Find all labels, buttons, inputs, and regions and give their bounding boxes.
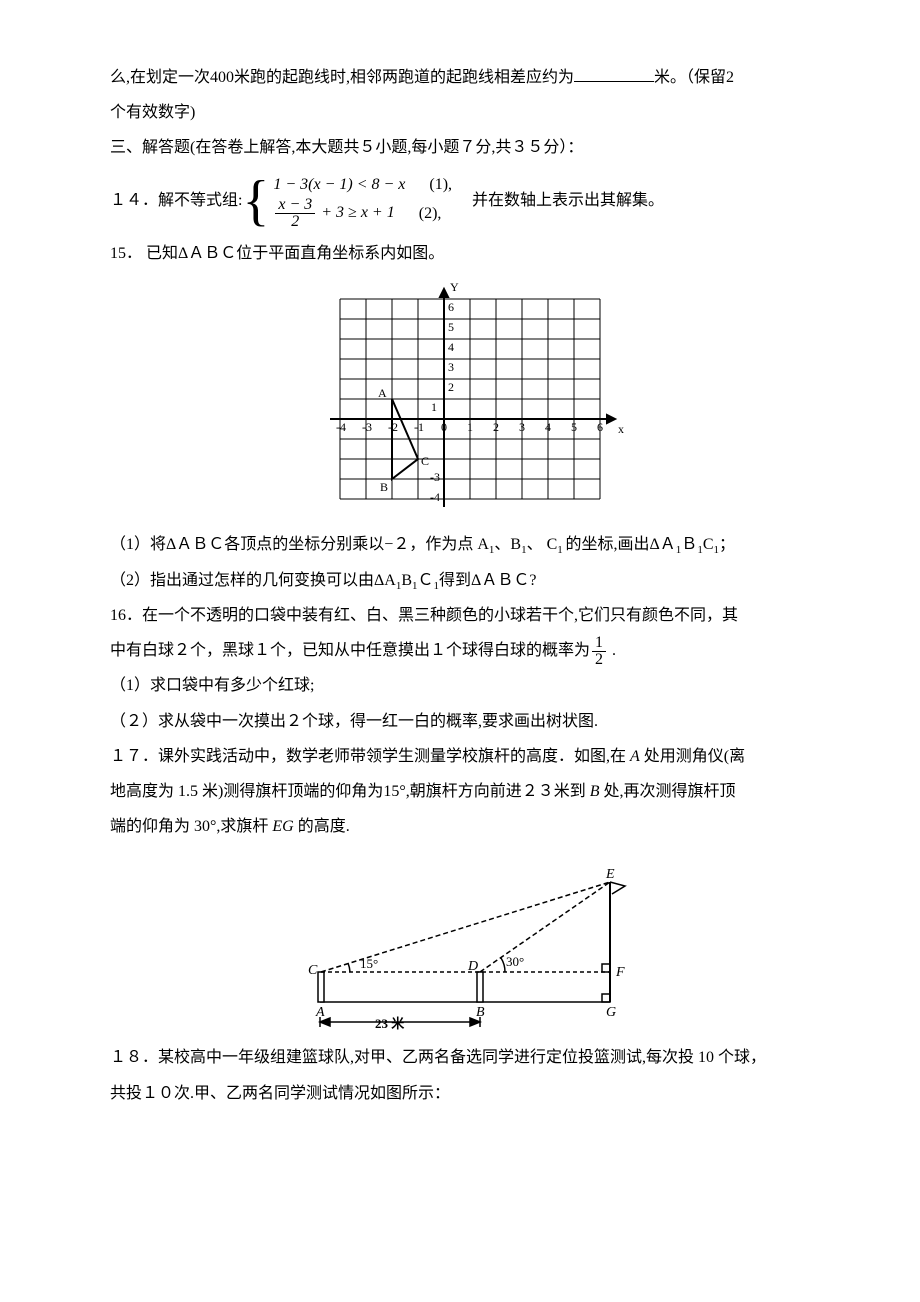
svg-text:1: 1 — [467, 420, 473, 434]
q17-line3: 端的仰角为 30°,求旗杆 EG 的高度. — [110, 809, 830, 844]
q17-l1-b: 处用测角仪(离 — [640, 748, 745, 765]
svg-text:6: 6 — [448, 300, 454, 314]
svg-text:2: 2 — [493, 420, 499, 434]
q15-part1: （1）将ΔＡＢＣ各顶点的坐标分别乘以−２，作为点 A1、B1、 C1 的坐标,画… — [110, 527, 830, 562]
q17-l3-a: 端的仰角为 30°,求旗杆 — [110, 818, 272, 835]
q16-p1: （1）求口袋中有多少个红球; — [110, 668, 830, 703]
q14-after: 并在数轴上表示出其解集。 — [472, 183, 664, 218]
svg-text:3: 3 — [519, 420, 525, 434]
q15-lead: 15． 已知ΔＡＢＣ位于平面直角坐标系内如图。 — [110, 236, 830, 271]
svg-text:0: 0 — [441, 420, 447, 434]
q18-line2: 共投１０次.甲、乙两名同学测试情况如图所示： — [110, 1076, 830, 1111]
q16-l2-post: . — [608, 642, 616, 659]
q17-l1-A: A — [630, 748, 640, 765]
coordinate-grid: Y x A B C -4-3-2-1 0123 456 65432 1 -3-4 — [310, 279, 630, 519]
q15-grid-figure: Y x A B C -4-3-2-1 0123 456 65432 1 -3-4 — [110, 279, 830, 519]
q14-eq1-num: (1), — [429, 172, 452, 198]
dist-label: 23 米 — [375, 1016, 405, 1031]
q17-l2-a: 地高度为 1.5 米)测得旗杆顶端的仰角为15°,朝旗杆方向前进２３米到 — [110, 783, 590, 800]
q13-tail-line2: 个有效数字) — [110, 95, 830, 130]
label-D: D — [467, 959, 478, 974]
svg-text:-3: -3 — [430, 470, 440, 484]
svg-text:6: 6 — [597, 420, 603, 434]
angle2-label: 30° — [506, 954, 524, 969]
q14-system: { 1 − 3(x − 1) < 8 − x (1), x − 3 2 + 3 … — [242, 172, 452, 231]
q16-line1: 16．在一个不透明的口袋中装有红、白、黑三种颜色的小球若干个,它们只有颜色不同，… — [110, 598, 830, 633]
angle1-label: 15° — [360, 956, 378, 971]
q13-text-a: 么,在划定一次400米跑的起跑线时,相邻两跑道的起跑线相差应约为 — [110, 69, 574, 86]
label-G: G — [606, 1005, 616, 1020]
q14-eq2-den: 2 — [288, 214, 302, 230]
q17-l3-b: 的高度. — [294, 818, 350, 835]
label-B2: B — [476, 1005, 485, 1020]
q15-p1-a: （1）将ΔＡＢＣ各顶点的坐标分别乘以−２，作为点 A — [110, 536, 489, 553]
q17-l2-B: B — [590, 783, 600, 800]
q13-text-b: 米。（保留2 — [654, 69, 734, 86]
q16-line2: 中有白球２个，黑球１个，已知从中任意摸出１个球得白球的概率为12 . — [110, 633, 830, 668]
q15-p1-f: C — [703, 536, 714, 553]
svg-text:5: 5 — [448, 320, 454, 334]
label-C2: C — [308, 963, 318, 978]
q17-l1-a: １７．课外实践活动中，数学老师带领学生测量学校旗杆的高度．如图,在 — [110, 748, 630, 765]
q18-line1: １８．某校高中一年级组建篮球队,对甲、乙两名备选同学进行定位投篮测试,每次投 1… — [110, 1040, 830, 1075]
q16-p2: （２）求从袋中一次摸出２个球，得一红一白的概率,要求画出树状图. — [110, 704, 830, 739]
q13-tail-line1: 么,在划定一次400米跑的起跑线时,相邻两跑道的起跑线相差应约为 米。（保留2 — [110, 60, 830, 95]
x-axis-label: x — [618, 422, 624, 436]
svg-text:2: 2 — [448, 380, 454, 394]
svg-text:-4: -4 — [336, 420, 346, 434]
q14-eq2-num: x − 3 — [275, 197, 315, 214]
label-F: F — [615, 965, 625, 980]
q15-p2-b: B — [401, 572, 412, 589]
svg-text:-1: -1 — [414, 420, 424, 434]
left-brace-icon: { — [242, 172, 269, 231]
q15-p2-a: （2）指出通过怎样的几何变换可以由ΔA — [110, 572, 396, 589]
q13-blank — [574, 65, 654, 82]
q17-line2: 地高度为 1.5 米)测得旗杆顶端的仰角为15°,朝旗杆方向前进２３米到 B 处… — [110, 774, 830, 809]
q14-eq2: x − 3 2 + 3 ≥ x + 1 — [273, 197, 394, 230]
q16-frac-den: 2 — [592, 652, 606, 668]
q15-p1-g: ； — [719, 536, 735, 553]
label-A2: A — [315, 1005, 325, 1020]
y-axis-label: Y — [450, 280, 459, 294]
q17-line1: １７．课外实践活动中，数学老师带领学生测量学校旗杆的高度．如图,在 A 处用测角… — [110, 739, 830, 774]
q14-eq2-numlabel: (2), — [419, 201, 442, 227]
svg-text:4: 4 — [545, 420, 551, 434]
label-C: C — [421, 454, 429, 468]
q15-p1-e: Ｂ — [681, 536, 697, 553]
q15-p2-c: Ｃ — [418, 572, 434, 589]
svg-text:-3: -3 — [362, 420, 372, 434]
svg-text:-2: -2 — [388, 420, 398, 434]
q15-part2: （2）指出通过怎样的几何变换可以由ΔA1B1Ｃ1得到ΔＡＢＣ? — [110, 563, 830, 598]
q14-eq2-rest: + 3 ≥ x + 1 — [317, 204, 394, 221]
q15-p2-d: 得到ΔＡＢＣ? — [439, 572, 536, 589]
label-A: A — [378, 386, 387, 400]
q17-figure: A B G C D F E 15° 30° 23 米 — [110, 852, 830, 1032]
q15-p1-d: 的坐标,画出ΔＡ — [566, 536, 676, 553]
q17-l2-b: 处,再次测得旗杆顶 — [600, 783, 736, 800]
q17-l3-EG: EG — [272, 818, 293, 835]
svg-text:4: 4 — [448, 340, 454, 354]
q16-frac-num: 1 — [592, 635, 606, 652]
label-E: E — [605, 867, 615, 882]
label-B: B — [380, 480, 388, 494]
q15-p1-c: 、 C — [527, 536, 558, 553]
svg-text:3: 3 — [448, 360, 454, 374]
q15-p1-b: 、B — [494, 536, 521, 553]
svg-text:-4: -4 — [430, 490, 440, 504]
flagpole-diagram: A B G C D F E 15° 30° 23 米 — [280, 852, 660, 1032]
q14-eq1: 1 − 3(x − 1) < 8 − x — [273, 172, 405, 198]
q14-lead: １４．解不等式组: — [110, 183, 242, 218]
q16-l2-pre: 中有白球２个，黑球１个，已知从中任意摸出１个球得白球的概率为 — [110, 642, 590, 659]
svg-text:5: 5 — [571, 420, 577, 434]
q14: １４．解不等式组: { 1 − 3(x − 1) < 8 − x (1), x … — [110, 166, 830, 237]
section3-heading: 三、解答题(在答卷上解答,本大题共５小题,每小题７分,共３５分）： — [110, 130, 830, 165]
svg-text:1: 1 — [431, 400, 437, 414]
